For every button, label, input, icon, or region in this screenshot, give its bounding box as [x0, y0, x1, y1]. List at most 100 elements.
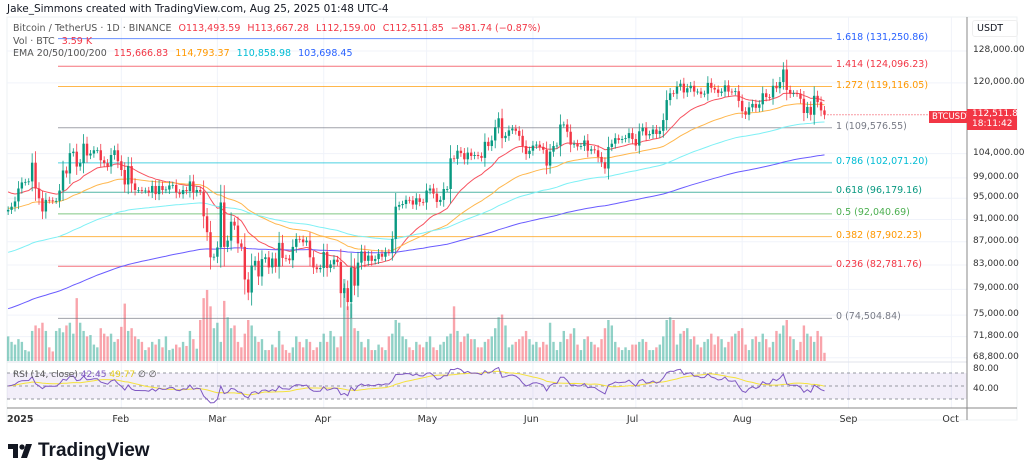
candle-body — [96, 150, 99, 152]
candle-body — [219, 202, 222, 248]
volume-bar — [411, 350, 415, 361]
volume-bar — [682, 330, 686, 361]
candle-body — [120, 161, 123, 170]
volume-bar — [126, 330, 130, 361]
volume-bar — [168, 350, 171, 361]
ema100-value: 110,858.98 — [236, 48, 292, 59]
ohlc-open: O113,493.59 — [178, 23, 241, 34]
candle-body — [823, 110, 826, 115]
volume-bar — [267, 350, 271, 361]
price-tick: 83,000.00 — [973, 258, 1019, 269]
candle-body — [658, 130, 662, 135]
volume-bar — [298, 341, 301, 361]
candle-body — [432, 188, 435, 194]
volume-bar — [668, 317, 672, 361]
volume-bar — [809, 336, 812, 361]
candle-body — [199, 190, 202, 192]
volume-bar — [363, 347, 367, 361]
candle-body — [466, 152, 469, 160]
rsi-legend[interactable]: RSI (14, close) 42.45 49.77 ∅ ∅ — [13, 370, 157, 380]
candle-body — [387, 252, 391, 253]
candle-body — [596, 150, 600, 157]
candle-body — [758, 104, 761, 108]
volume-bar — [528, 339, 531, 361]
volume-bar — [542, 341, 545, 361]
candle-body — [802, 98, 806, 114]
fib-level-label: 1 (109,576.55) — [836, 120, 907, 132]
tradingview-logo[interactable]: TradingView — [8, 440, 150, 462]
volume-bar — [51, 351, 54, 361]
volume-bar — [229, 328, 233, 361]
candle-body — [295, 238, 298, 247]
volume-label: Vol · BTC — [13, 36, 55, 47]
candle-body — [226, 240, 229, 247]
volume-legend[interactable]: Vol · BTC 3.59 K — [13, 36, 96, 47]
candle-body — [490, 140, 493, 147]
candle-body — [720, 91, 723, 93]
candle-body — [288, 258, 291, 261]
volume-bar — [367, 339, 370, 361]
volume-bar — [555, 350, 559, 361]
volume-bar — [466, 333, 469, 361]
rsi-ma-line — [8, 370, 825, 396]
volume-bar — [449, 333, 452, 361]
volume-bar — [675, 344, 679, 361]
ema-legend[interactable]: EMA 20/50/100/200 115,666.83 114,793.37 … — [13, 48, 357, 59]
candle-body — [473, 155, 476, 156]
price-tick: 104,000.00 — [973, 147, 1024, 158]
candle-body — [384, 252, 387, 257]
volume-bar — [699, 347, 703, 361]
volume-bar — [469, 339, 473, 361]
volume-bar — [596, 347, 600, 361]
symbol-title[interactable]: Bitcoin / TetherUS · 1D · BINANCE — [13, 23, 172, 34]
candle-body — [806, 106, 809, 114]
candle-body — [624, 138, 627, 140]
ohlc-change: −981.74 (−0.87%) — [450, 23, 541, 34]
candle-body — [511, 128, 514, 131]
candle-body — [572, 143, 576, 145]
volume-bar — [85, 336, 89, 361]
ema-50-line — [8, 103, 825, 252]
volume-bar — [754, 336, 758, 361]
candle-body — [662, 120, 665, 131]
candle-body — [308, 240, 312, 258]
candle-body — [58, 190, 61, 201]
candle-body — [445, 189, 449, 190]
volume-bar — [744, 344, 747, 361]
currency-unit[interactable]: USDT — [972, 20, 1018, 37]
volume-bar — [641, 339, 644, 361]
candle-body — [130, 166, 133, 184]
volume-bar — [17, 339, 20, 361]
volume-bar — [600, 339, 603, 361]
candle-body — [648, 134, 651, 136]
price-tick: 79,000.00 — [973, 283, 1019, 294]
volume-bar — [164, 336, 168, 361]
candle-body — [562, 124, 565, 126]
volume-bar — [92, 344, 96, 361]
candle-body — [734, 91, 737, 93]
ema-100-line — [7, 121, 825, 253]
candle-body — [737, 91, 740, 101]
candle-body — [6, 209, 10, 212]
price-tick: 128,000.00 — [973, 45, 1024, 55]
ema200-value: 103,698.45 — [298, 48, 353, 59]
candle-body — [212, 256, 216, 258]
candle-body — [394, 206, 397, 239]
candle-body — [459, 150, 463, 154]
volume-bar — [531, 344, 535, 361]
volume-bar — [452, 306, 456, 361]
volume-bar — [20, 341, 24, 361]
candle-body — [367, 255, 370, 261]
volume-bar — [631, 344, 634, 361]
volume-bar — [662, 336, 665, 361]
volume-bar — [154, 344, 157, 361]
volume-bar — [6, 336, 10, 361]
volume-bar — [432, 347, 435, 361]
volume-bar — [658, 344, 662, 361]
candle-body — [346, 288, 349, 303]
volume-bar — [144, 350, 147, 361]
volume-bar — [569, 333, 572, 361]
fib-level-label: 1.618 (131,250.86) — [836, 31, 929, 43]
volume-bar — [48, 347, 51, 361]
